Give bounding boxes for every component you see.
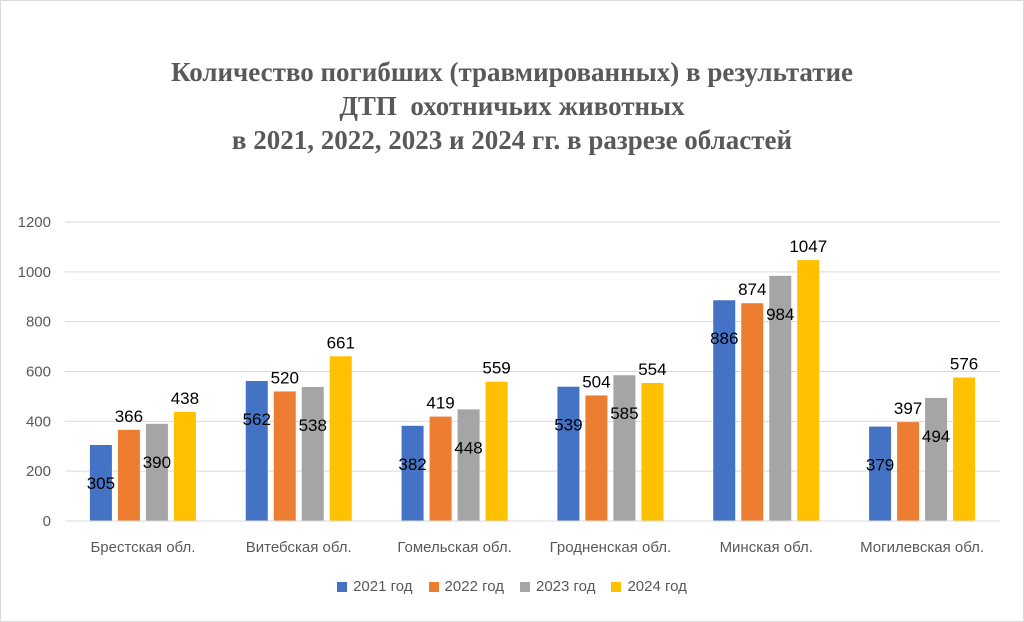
data-label: 390: [143, 453, 171, 472]
legend-swatch: [337, 581, 348, 592]
category-label: Брестская обл.: [90, 539, 195, 556]
data-label: 397: [894, 399, 922, 418]
bar: [457, 409, 480, 521]
legend-item: 2021 год: [337, 578, 413, 595]
data-label: 379: [866, 456, 894, 475]
legend-swatch: [428, 581, 439, 592]
data-label: 494: [922, 427, 950, 446]
legend-item: 2024 год: [611, 578, 687, 595]
bar: [557, 386, 580, 521]
legend-swatch: [520, 581, 530, 592]
data-label: 1047: [789, 237, 827, 256]
category-label: Гродненская обл.: [550, 539, 672, 556]
bars: [89, 260, 976, 521]
bar: [245, 380, 268, 521]
chart-title-line-2: ДТП охотничьих животных: [339, 91, 685, 121]
category-label: Могилевская обл.: [860, 539, 984, 556]
data-label: 661: [327, 333, 355, 352]
category-label: Гомельская обл.: [397, 539, 511, 556]
data-label: 562: [243, 410, 271, 429]
gridlines: [65, 221, 1000, 522]
data-label: 585: [610, 404, 638, 423]
bar: [401, 425, 424, 521]
y-tick-label: 600: [26, 364, 51, 381]
bar: [273, 391, 296, 521]
bar: [301, 386, 324, 521]
chart-title-line-1: Количество погибших (травмированных) в р…: [170, 57, 854, 87]
bar: [89, 445, 112, 521]
data-labels: 305 366 390 438 562 520 538 661 382 419 448 559 539 5…: [87, 237, 979, 493]
bar: [953, 377, 976, 521]
data-label: 576: [950, 354, 978, 373]
bar: [173, 411, 196, 521]
data-label: 520: [271, 368, 299, 387]
data-label: 539: [554, 416, 582, 435]
bar: [429, 416, 452, 521]
bar: [613, 375, 636, 521]
data-label: 559: [482, 359, 510, 378]
legend-label: 2021 год: [353, 578, 413, 595]
bar: [741, 303, 764, 521]
chart-title-line-3: в 2021, 2022, 2023 и 2024 гг. в разрезе …: [231, 125, 793, 155]
y-tick-label: 0: [43, 513, 51, 530]
bar: [713, 300, 736, 521]
data-label: 874: [738, 280, 766, 299]
legend-swatch: [611, 581, 622, 592]
legend-item: 2023 год: [520, 578, 595, 595]
data-label: 554: [638, 360, 666, 379]
data-label: 448: [454, 438, 482, 457]
data-label: 305: [87, 474, 115, 493]
y-tick-label: 800: [26, 314, 51, 331]
bar: [925, 397, 948, 521]
legend-label: 2022 год: [444, 578, 504, 595]
bar: [641, 382, 664, 521]
category-label: Витебская обл.: [246, 539, 352, 556]
data-label: 419: [426, 394, 454, 413]
bar: [485, 381, 508, 521]
data-label: 984: [766, 305, 794, 324]
bar: [869, 426, 892, 521]
data-label: 886: [710, 329, 738, 348]
chart-title: Количество погибших (травмированных) в р…: [0, 55, 1024, 157]
bar: [329, 356, 352, 521]
bar: [117, 429, 140, 521]
y-tick-label: 400: [26, 413, 51, 430]
data-label: 382: [398, 455, 426, 474]
bar: [769, 275, 792, 521]
legend-label: 2024 год: [627, 578, 687, 595]
data-label: 538: [299, 416, 327, 435]
y-tick-label: 200: [26, 463, 51, 480]
legend-item: 2022 год: [428, 578, 504, 595]
data-label: 438: [171, 389, 199, 408]
bar: [897, 422, 920, 521]
legend: 2021 год 2022 год 2023 год 2024 год: [0, 578, 1024, 595]
bar: [797, 260, 820, 521]
data-label: 366: [115, 407, 143, 426]
bar: [145, 423, 168, 521]
data-label: 504: [582, 372, 610, 391]
bar: [585, 395, 608, 521]
x-axis: Брестская обл. Витебская обл. Гомельская о…: [65, 520, 1000, 556]
y-tick-label: 1000: [18, 264, 51, 281]
legend-label: 2023 год: [536, 578, 596, 595]
y-tick-label: 1200: [18, 214, 51, 231]
category-label: Минская обл.: [720, 539, 813, 556]
y-axis: 0 200 400 600 800 1000 1200: [18, 214, 51, 530]
